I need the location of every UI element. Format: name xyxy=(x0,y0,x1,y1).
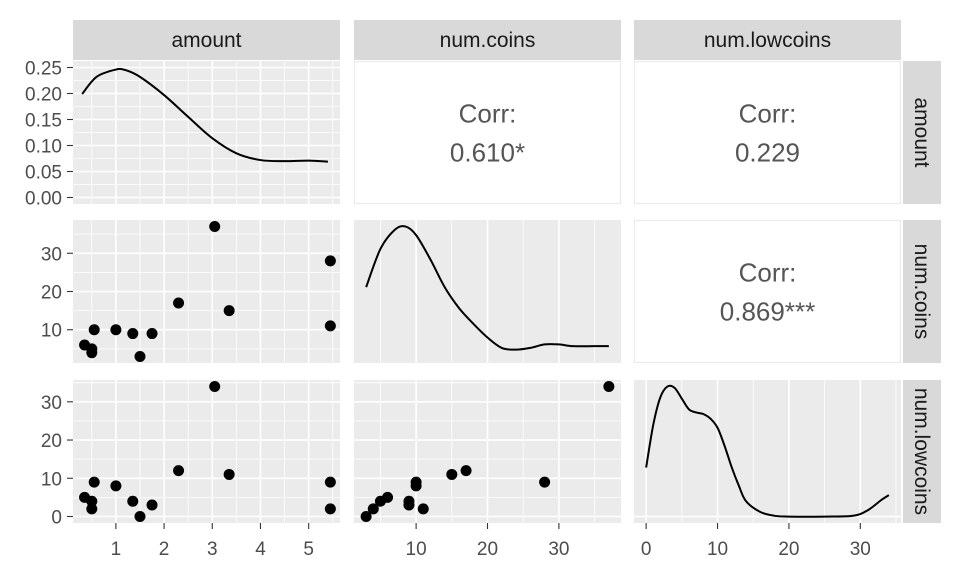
corr-panel-amount-num.coins xyxy=(353,60,622,205)
corr-value: 0.229 xyxy=(735,138,800,168)
strip-label-right-num.coins: num.coins xyxy=(910,244,933,340)
x-tick-label: 4 xyxy=(255,539,266,560)
corr-value: 0.869*** xyxy=(720,297,815,327)
y-tick-label: 0 xyxy=(51,508,62,529)
x-tick-label: 30 xyxy=(850,539,871,560)
x-tick-label: 20 xyxy=(778,539,799,560)
scatter-point xyxy=(324,255,336,267)
x-tick-label: 30 xyxy=(548,539,569,560)
scatter-point xyxy=(324,503,336,515)
panel-num.lowcoins-amount xyxy=(73,380,340,523)
corr-label: Corr: xyxy=(739,258,797,288)
strip-top-num.lowcoins xyxy=(634,20,901,60)
scatter-point xyxy=(86,347,98,359)
scatter-point xyxy=(110,324,122,336)
panel-num.coins-amount xyxy=(73,220,340,363)
scatter-point xyxy=(134,511,146,522)
scatter-point xyxy=(360,511,372,522)
x-tick-label: 3 xyxy=(207,539,218,560)
y-tick-label: 0.05 xyxy=(25,163,62,184)
strip-label-right-num.lowcoins: num.lowcoins xyxy=(910,388,933,515)
scatter-point xyxy=(146,328,158,340)
panel-amount-amount xyxy=(73,61,340,204)
panel-background xyxy=(634,380,901,523)
scatter-point xyxy=(460,465,472,477)
panel-background xyxy=(73,380,340,523)
density-line-amount xyxy=(81,67,329,163)
y-tick-label: 30 xyxy=(41,244,62,265)
scatter-point xyxy=(173,465,185,477)
y-tick-label: 0.00 xyxy=(25,189,62,210)
scatter-point xyxy=(324,320,336,332)
scatter-point xyxy=(417,503,429,515)
scatter-point xyxy=(127,495,139,507)
y-tick-label: 20 xyxy=(41,431,62,452)
panel-num.lowcoins-num.coins xyxy=(354,380,621,523)
scatter-point xyxy=(603,381,615,392)
x-tick-label: 10 xyxy=(406,539,427,560)
strip-right-num.lowcoins xyxy=(903,380,941,523)
y-tick-label: 20 xyxy=(41,283,62,304)
corr-label: Corr: xyxy=(739,99,797,129)
y-tick-label: 10 xyxy=(41,469,62,490)
y-tick-label: 30 xyxy=(41,393,62,414)
scatter-point xyxy=(146,499,158,511)
y-tick-label: 0.10 xyxy=(25,137,62,158)
strip-label-num.coins: num.coins xyxy=(440,29,536,52)
scatter-point xyxy=(410,480,422,492)
strip-top-num.coins xyxy=(354,20,621,60)
x-tick-label: 1 xyxy=(111,539,122,560)
x-tick-label: 20 xyxy=(477,539,498,560)
x-tick-label: 2 xyxy=(159,539,170,560)
scatter-point xyxy=(446,468,458,480)
strip-right-amount xyxy=(903,61,941,204)
strip-label-right-amount: amount xyxy=(910,97,933,167)
scatter-point xyxy=(223,305,235,317)
strip-top-amount xyxy=(73,20,340,60)
corr-panel-amount-num.lowcoins xyxy=(633,60,902,205)
scatter-point xyxy=(86,503,98,515)
scatter-point xyxy=(539,476,551,488)
scatter-point xyxy=(134,351,146,362)
scatter-point xyxy=(110,480,122,492)
y-tick-label: 0.15 xyxy=(25,111,62,132)
panel-num.lowcoins-num.lowcoins xyxy=(634,380,901,523)
scatter-point xyxy=(209,381,221,392)
x-tick-label: 0 xyxy=(641,539,652,560)
x-tick-label: 10 xyxy=(707,539,728,560)
scatter-point xyxy=(324,476,336,488)
scatter-point xyxy=(88,324,100,336)
y-tick-label: 10 xyxy=(41,321,62,342)
scatter-point xyxy=(374,495,386,507)
corr-value: 0.610* xyxy=(450,138,525,168)
scatter-point xyxy=(88,476,100,488)
scatter-point xyxy=(223,468,235,480)
strip-right-num.coins xyxy=(903,220,941,363)
scatter-point xyxy=(403,499,415,511)
scatter-point xyxy=(173,297,185,309)
corr-label: Corr: xyxy=(459,99,517,129)
density-line-num.coins xyxy=(365,225,609,351)
scatter-point xyxy=(86,495,98,507)
panel-num.coins-num.coins xyxy=(354,220,621,363)
strip-label-num.lowcoins: num.lowcoins xyxy=(704,29,831,52)
scatter-point xyxy=(127,328,139,340)
y-tick-label: 0.20 xyxy=(25,85,62,106)
x-tick-label: 5 xyxy=(303,539,314,560)
strip-label-amount: amount xyxy=(171,29,241,52)
y-tick-label: 0.25 xyxy=(25,59,62,80)
scatter-point xyxy=(367,503,379,515)
scatter-point xyxy=(209,221,221,232)
corr-panel-num.coins-num.lowcoins xyxy=(633,219,902,364)
density-line-num.lowcoins xyxy=(645,384,890,518)
